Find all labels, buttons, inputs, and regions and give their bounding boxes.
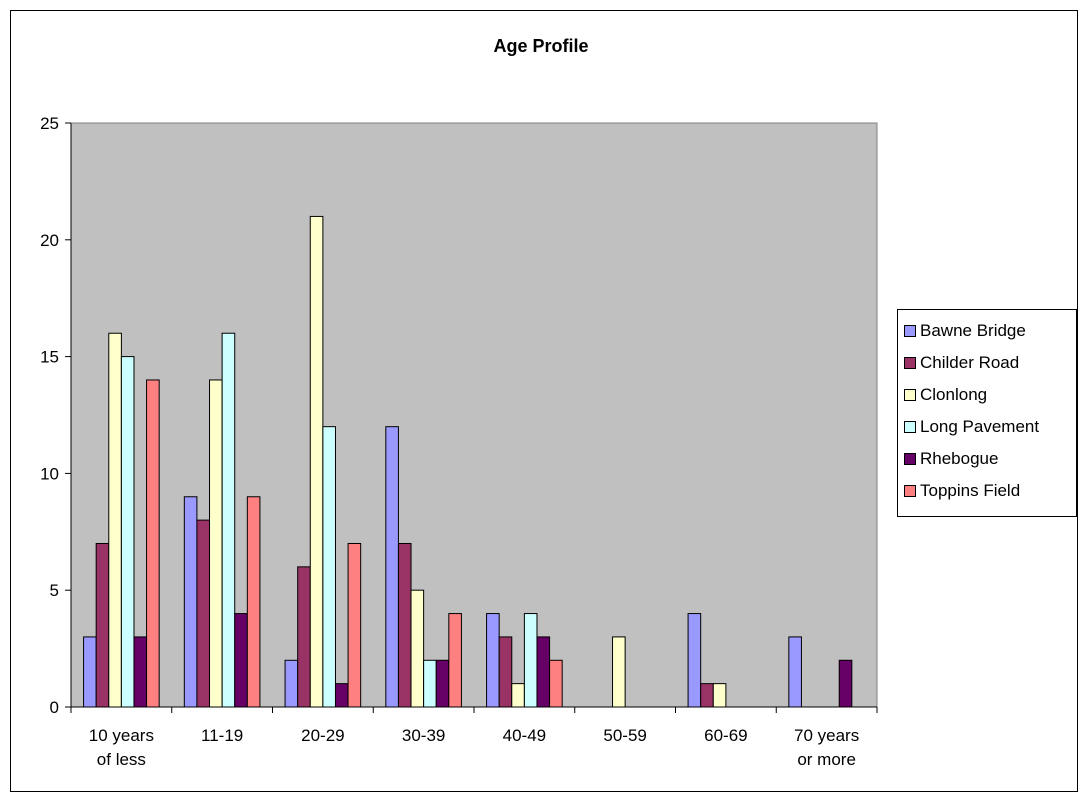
bar <box>183 496 198 708</box>
bar <box>309 215 324 708</box>
bar <box>498 636 513 708</box>
bar <box>120 356 135 708</box>
y-tick-label: 15 <box>40 348 59 367</box>
y-tick-label: 0 <box>50 698 59 717</box>
y-tick-label: 20 <box>40 231 59 250</box>
legend-swatch <box>904 389 916 401</box>
x-tick-label: 60-69 <box>704 726 747 745</box>
bar <box>523 613 538 708</box>
x-tick-label: 10 years of less <box>89 726 154 769</box>
bar <box>838 659 853 708</box>
legend-swatch <box>904 421 916 433</box>
bar <box>234 613 248 708</box>
legend-label: Long Pavement <box>920 417 1040 436</box>
bar <box>334 683 349 708</box>
bar <box>221 332 236 708</box>
bar <box>423 659 437 708</box>
legend-item: Childer Road <box>904 347 1076 379</box>
bar <box>95 542 110 708</box>
bar <box>536 636 551 708</box>
bar <box>347 542 362 708</box>
bar <box>83 636 97 708</box>
bar <box>712 683 727 708</box>
legend-item: Long Pavement <box>904 411 1076 443</box>
bars-layer <box>83 215 853 708</box>
legend-swatch <box>904 357 916 369</box>
x-tick-label: 20-29 <box>301 726 344 745</box>
bar <box>196 519 211 708</box>
axes-layer: 0 5 10 15 20 25 10 years of less 11-19 20-29 30-39… <box>40 114 878 769</box>
bar <box>322 426 336 708</box>
legend-item: Bawne Bridge <box>904 315 1076 347</box>
bar <box>385 426 399 708</box>
bar <box>486 613 500 708</box>
bar <box>511 683 525 708</box>
x-tick-label: 40-49 <box>503 726 546 745</box>
y-tick-label: 5 <box>50 581 59 600</box>
y-tick-label: 10 <box>40 464 59 483</box>
bar <box>435 659 450 708</box>
bar <box>700 683 714 708</box>
y-tick-label: 25 <box>40 114 59 133</box>
bar <box>146 379 160 708</box>
bar <box>397 542 412 708</box>
legend-swatch <box>904 485 916 497</box>
legend-label: Childer Road <box>920 353 1020 372</box>
bar <box>788 636 802 708</box>
legend-item: Clonlong <box>904 379 1076 411</box>
legend-item: Toppins Field <box>904 475 1076 507</box>
bar <box>284 659 299 708</box>
bar <box>246 496 261 708</box>
legend-swatch <box>904 453 916 465</box>
legend-label: Clonlong <box>920 385 988 404</box>
legend: Bawne Bridge Childer Road Clonlong Long … <box>897 309 1077 517</box>
bar <box>209 379 223 708</box>
chart-title: Age Profile <box>493 36 588 56</box>
bar <box>410 589 425 708</box>
x-tick-label: 11-19 <box>201 726 243 745</box>
bar <box>612 636 626 708</box>
legend-item: Rhebogue <box>904 443 1076 475</box>
bar <box>297 566 311 708</box>
bar <box>108 332 122 708</box>
legend-label: Toppins Field <box>920 481 1021 500</box>
legend-label: Rhebogue <box>920 449 999 468</box>
legend-swatch <box>904 325 916 337</box>
bar <box>133 636 148 708</box>
bar <box>448 613 462 708</box>
legend-label: Bawne Bridge <box>920 321 1026 340</box>
bar <box>687 613 702 708</box>
x-tick-label: 70 years or more <box>794 726 859 769</box>
x-tick-label: 50-59 <box>603 726 646 745</box>
bar <box>549 659 563 708</box>
x-tick-label: 30-39 <box>402 726 445 745</box>
